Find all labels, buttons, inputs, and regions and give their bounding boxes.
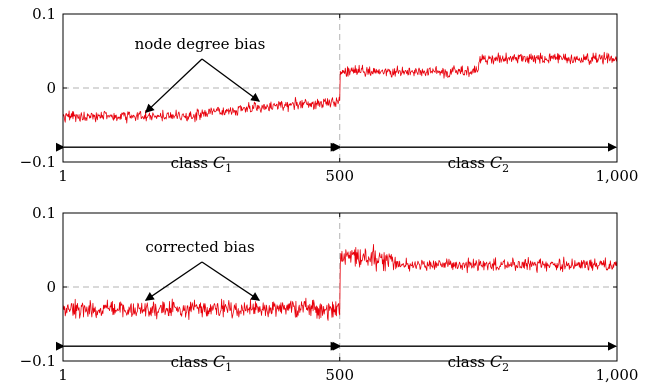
- y-tick-label: 0.1: [32, 5, 56, 23]
- class-subscript: 1: [225, 162, 232, 175]
- note-arrow: [144, 261, 203, 301]
- class-label-prefix: class: [448, 154, 490, 172]
- class-symbol: C: [490, 352, 502, 371]
- note-node-degree-bias: node degree bias: [135, 35, 266, 53]
- class-subscript: 2: [502, 361, 509, 374]
- x-tick-label: 500: [325, 366, 354, 384]
- x-tick-label: 1: [58, 167, 68, 185]
- series-line: [62, 244, 618, 321]
- class-label-prefix: class: [448, 353, 490, 371]
- class-symbol: C: [213, 352, 225, 371]
- x-tick-label: 500: [325, 167, 354, 185]
- x-tick-label: 1,000: [596, 167, 639, 185]
- x-tick-label: 1,000: [596, 366, 639, 384]
- class-subscript: 2: [502, 162, 509, 175]
- class-label-1: class C1: [171, 352, 233, 374]
- note-arrow: [201, 261, 261, 301]
- y-tick-label: 0: [46, 278, 56, 296]
- note-arrow: [201, 58, 261, 102]
- y-tick-label: −0.1: [20, 153, 56, 171]
- class-label-2: class C2: [448, 153, 510, 175]
- y-tick-label: 0.1: [32, 204, 56, 222]
- y-tick-label: −0.1: [20, 352, 56, 370]
- class-label-prefix: class: [171, 154, 213, 172]
- class-symbol: C: [213, 153, 225, 172]
- class-label-prefix: class: [171, 353, 213, 371]
- y-tick-label: 0: [46, 79, 56, 97]
- class-symbol: C: [490, 153, 502, 172]
- note-arrow: [144, 58, 203, 114]
- note-corrected-bias: corrected bias: [145, 238, 254, 256]
- class-subscript: 1: [225, 361, 232, 374]
- class-label-1: class C1: [171, 153, 233, 175]
- series-line: [62, 51, 618, 124]
- x-tick-label: 1: [58, 366, 68, 384]
- class-label-2: class C2: [448, 352, 510, 374]
